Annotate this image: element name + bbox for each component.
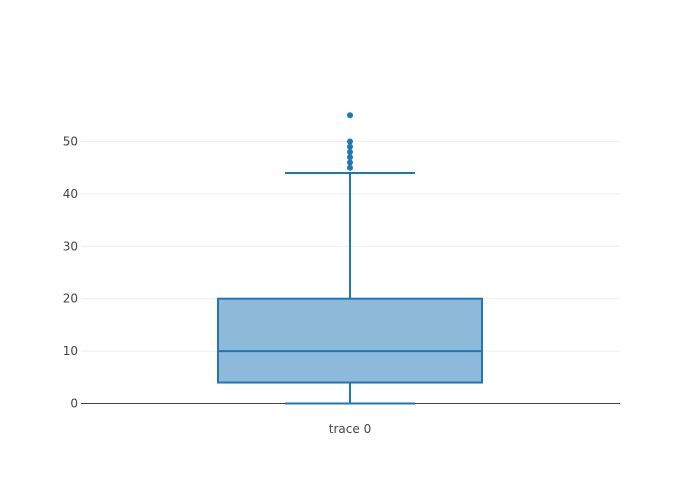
outlier-point — [347, 138, 353, 145]
outlier-point — [347, 164, 353, 171]
outlier-point — [347, 154, 353, 161]
x-tick-label: trace 0 — [329, 422, 371, 436]
y-tick-label: 30 — [63, 239, 78, 253]
outlier-point — [347, 143, 353, 150]
outlier-point — [347, 148, 353, 155]
outlier-point — [347, 159, 353, 166]
box-iqr — [217, 297, 483, 384]
outlier-point — [347, 112, 353, 119]
y-tick-label: 10 — [63, 344, 78, 358]
y-tick-label: 20 — [63, 292, 78, 306]
y-tick-label: 40 — [63, 187, 78, 201]
y-tick-label: 0 — [70, 397, 78, 411]
y-tick-label: 50 — [63, 135, 78, 149]
